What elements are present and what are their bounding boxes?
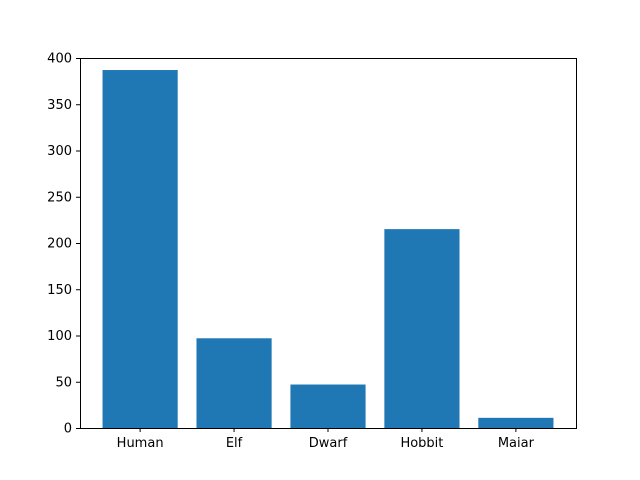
y-tick-label: 150 [47, 283, 72, 298]
y-tick-label: 350 [47, 98, 72, 113]
x-tick-label-dwarf: Dwarf [309, 436, 348, 451]
x-tick-label-elf: Elf [226, 436, 243, 451]
bar-human [102, 70, 178, 429]
plot-area-frame [80, 58, 577, 429]
bar-maiar [478, 417, 554, 428]
bar-elf [196, 338, 272, 428]
y-axis-ticks: 0 50 100 150 200 250 300 350 400 [47, 52, 80, 437]
y-tick-label: 100 [47, 329, 72, 344]
x-axis-ticks: Human Elf Dwarf Hobbit Maiar [117, 428, 535, 451]
x-tick-label-maiar: Maiar [498, 436, 535, 451]
y-tick-label: 250 [47, 190, 72, 205]
bars-layer [102, 70, 554, 429]
y-tick-label: 200 [47, 237, 72, 252]
bar-hobbit [384, 229, 460, 428]
y-tick-label: 300 [47, 144, 72, 159]
bar-dwarf [290, 384, 366, 428]
y-tick-label: 0 [64, 422, 72, 437]
y-tick-label: 50 [55, 375, 72, 390]
x-tick-label-hobbit: Hobbit [400, 436, 443, 451]
y-tick-label: 400 [47, 52, 72, 67]
x-tick-label-human: Human [117, 436, 164, 451]
